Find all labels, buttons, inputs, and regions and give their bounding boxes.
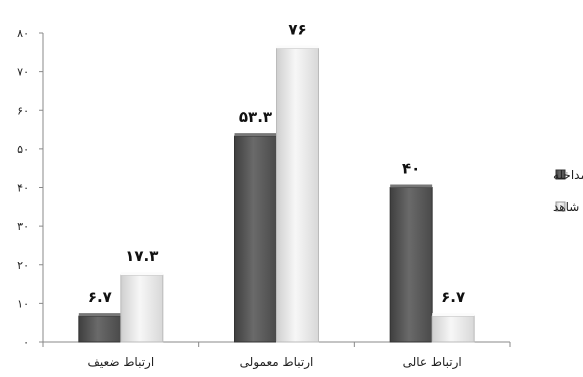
data-label: ۵۳.۳	[239, 108, 272, 126]
y-tick-label: ۸۰	[17, 27, 29, 40]
bar-control	[431, 315, 475, 343]
category-label: ارتباط عالی	[403, 355, 462, 370]
bar-top	[432, 313, 475, 317]
bar-top	[78, 313, 121, 317]
y-tick-label: ۱۰	[17, 297, 29, 310]
bar-intervention	[234, 135, 277, 343]
data-label: ۱۷.۳	[125, 247, 158, 265]
data-label: ۶.۷	[88, 288, 112, 306]
y-tick-label: ۵۰	[17, 143, 29, 156]
y-tick-label: ۷۰	[17, 66, 29, 79]
y-tick-label: ۳۰	[17, 220, 29, 233]
legend-label: مداخله	[553, 168, 583, 182]
data-label: ۷۶	[288, 20, 306, 38]
y-tick-label: ۰	[23, 336, 29, 349]
data-label: ۴۰	[402, 160, 420, 178]
bar-top	[276, 45, 319, 49]
legend-swatch	[555, 169, 566, 180]
y-tick-label: ۶۰	[17, 104, 29, 117]
category-label: ارتباط ضعيف	[87, 355, 154, 370]
bar-intervention	[78, 315, 122, 343]
category-label: ارتباط معمولی	[240, 355, 314, 370]
bar-top	[120, 272, 163, 276]
y-tick-label: ۴۰	[17, 182, 29, 195]
bar-control	[276, 47, 319, 343]
bar-intervention	[389, 187, 433, 343]
bar-top	[390, 184, 433, 188]
y-tick-label: ۲۰	[17, 259, 29, 272]
bar-top	[234, 133, 277, 137]
data-label: ۶.۷	[441, 288, 465, 306]
legend-swatch	[555, 201, 566, 212]
legend-label: شاهد	[553, 200, 579, 214]
bar-control	[120, 274, 164, 343]
